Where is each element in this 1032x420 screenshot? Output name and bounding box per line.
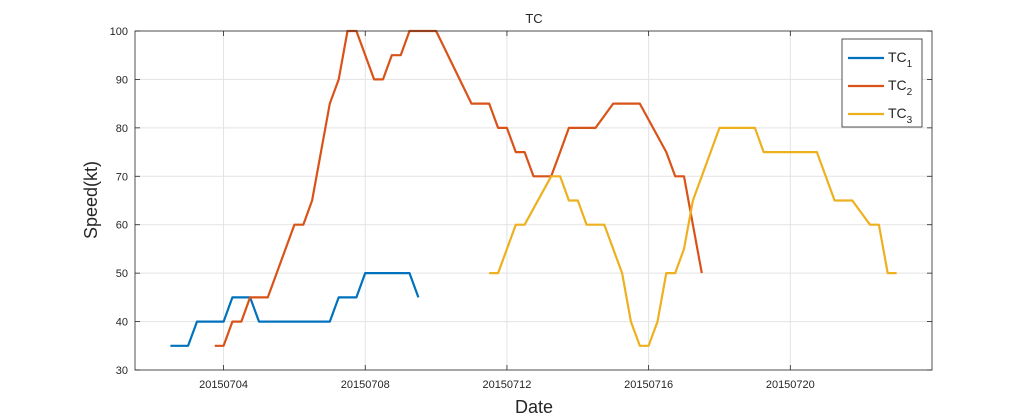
x-tick-label: 20150712 [482, 379, 531, 391]
x-tick-label: 20150704 [199, 379, 248, 391]
y-tick-label: 80 [116, 123, 128, 135]
plot-frame [134, 30, 933, 371]
legend-box [841, 38, 923, 128]
y-tick-label: 100 [110, 26, 128, 38]
chart-title: TC [525, 11, 542, 26]
y-tick-label: 60 [116, 220, 128, 232]
legend-entry: TC1 [888, 49, 913, 70]
x-tick-label: 20150720 [766, 379, 815, 391]
y-axis-label: Speed(kt) [81, 161, 101, 239]
y-tick-label: 40 [116, 317, 128, 329]
x-axis-label: Date [515, 397, 553, 417]
legend: TC1 TC2 TC3 [841, 38, 923, 128]
y-axis: 30 40 50 60 70 80 90 100 [110, 26, 932, 377]
series-line-tc3 [489, 126, 897, 347]
y-tick-label: 50 [116, 268, 128, 280]
plot-area [135, 31, 932, 370]
x-axis: 20150704 20150708 20150712 20150716 20150720 [199, 31, 815, 391]
y-tick-label: 70 [116, 171, 128, 183]
x-tick-label: 20150716 [624, 379, 673, 391]
y-tick-label: 90 [116, 74, 128, 86]
legend-entry: TC2 [888, 77, 913, 98]
legend-entry: TC3 [888, 105, 913, 126]
series-line-tc1 [170, 272, 420, 347]
y-tick-label: 30 [116, 365, 128, 377]
x-tick-label: 20150708 [341, 379, 390, 391]
